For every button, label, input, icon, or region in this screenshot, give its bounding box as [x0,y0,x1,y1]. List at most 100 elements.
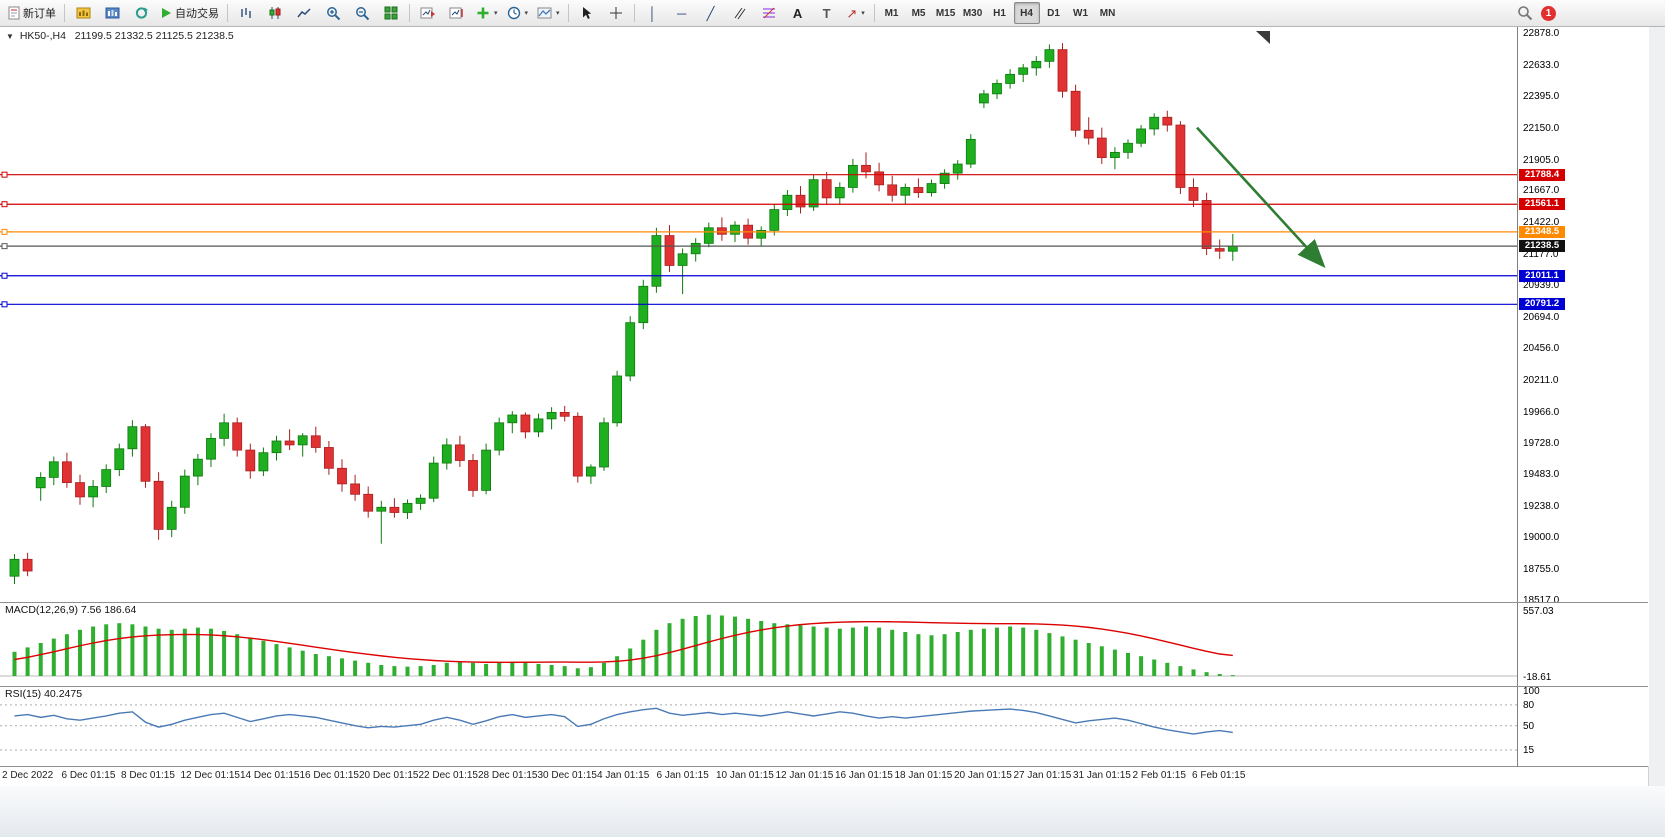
timeframe-MN[interactable]: MN [1099,7,1116,19]
pane-separator[interactable] [0,686,1648,687]
hline-handle[interactable] [1,301,8,308]
tile-windows-icon [384,6,398,20]
cursor-button[interactable] [573,1,601,25]
hline-handle[interactable] [1,228,8,235]
main-price-chart[interactable] [0,27,1517,602]
vertical-line-button[interactable]: │ [639,1,667,25]
macd-pane[interactable] [0,602,1517,686]
timeframe-M15[interactable]: M15 [935,7,956,19]
timeframe-M5[interactable]: M5 [911,7,926,19]
price-axis-label: 19966.0 [1523,406,1560,418]
rsi-line [14,707,1233,735]
label-button[interactable]: T [813,1,841,25]
hline-handle[interactable] [1,272,8,279]
auto-scroll-button[interactable] [414,1,442,25]
rsi-title: RSI(15) 40.2475 [5,688,83,700]
chart-shift-button[interactable] [443,1,471,25]
zoom-in-button[interactable] [319,1,347,25]
shapes-button[interactable]: ↗ ▾ [842,1,870,25]
crosshair-button[interactable] [602,1,630,25]
bar-chart-button[interactable] [232,1,260,25]
price-axis-label: 19728.0 [1523,437,1560,449]
periods-button[interactable]: ▾ [503,1,533,25]
price-axis-label: 22150.0 [1523,122,1560,134]
trendline-button[interactable]: ╱ [697,1,725,25]
symbol-collapse-icon[interactable]: ▼ [6,32,14,41]
toolbar-separator [409,4,410,22]
timeframe-H1[interactable]: H1 [993,7,1006,19]
hline-handle[interactable] [1,201,8,208]
timeframe-W1[interactable]: W1 [1073,7,1089,19]
horizontal-line-button[interactable]: ─ [668,1,696,25]
time-axis-label: 2 Feb 01:15 [1132,770,1186,781]
new-chart-button[interactable] [69,1,97,25]
channel-icon [734,7,745,20]
time-axis-label: 22 Dec 01:15 [418,770,479,781]
timeframe-H4[interactable]: H4 [1013,2,1040,24]
rsi-pane[interactable] [0,686,1517,766]
price-axis[interactable]: 22878.0 22633.0 22395.0 22150.0 21905.0 21667… [1517,27,1649,766]
zoom-out-button[interactable] [348,1,376,25]
time-axis-label: 16 Jan 01:15 [835,770,893,781]
line-chart-button[interactable] [290,1,318,25]
auto-trading-button[interactable]: 自动交易 [156,1,223,25]
timeframe-D1[interactable]: D1 [1047,7,1060,19]
fibonacci-button[interactable] [755,1,783,25]
price-tag-20791.2: 20791.2 [1519,298,1565,311]
trendline-icon: ╱ [706,5,715,21]
time-axis-label: 6 Dec 01:15 [61,770,116,781]
market-watch-button[interactable] [98,1,126,25]
time-axis-label: 12 Dec 01:15 [180,770,241,781]
trend-arrow[interactable] [1196,126,1326,269]
time-axis-label: 6 Jan 01:15 [656,770,709,781]
new-order-button[interactable]: 新订单 [4,1,60,25]
price-axis-label: 21177.0 [1523,249,1559,261]
price-axis-label: 21905.0 [1523,154,1560,166]
price-axis-label: 19000.0 [1523,532,1560,544]
macd-axis-label: 557.03 [1523,606,1554,617]
ohlc-bars-icon [241,8,251,18]
vertical-scrollbar[interactable] [1648,27,1665,786]
price-axis-label: 22878.0 [1523,28,1560,39]
time-axis-label: 18 Jan 01:15 [894,770,953,781]
market-watch-icon [105,7,119,19]
zoom-in-icon [326,6,340,20]
chart-window[interactable]: ▼ HK50-,H4 21199.5 21332.5 21125.5 21238… [0,27,1665,786]
time-axis[interactable]: 2 Dec 2022 6 Dec 01:15 8 Dec 01:15 12 Dec 0… [0,766,1648,786]
time-axis-label: 31 Jan 01:15 [1073,770,1131,781]
text-button[interactable]: A [784,1,812,25]
price-axis-label: 20456.0 [1523,342,1560,354]
price-axis-label: 19483.0 [1523,469,1560,481]
macd-title: MACD(12,26,9) 7.56 186.64 [5,604,137,616]
chevron-down-icon: ▾ [861,10,865,17]
templates-button[interactable]: ▾ [533,1,564,25]
toolbar-separator [227,4,228,22]
macd-axis-label: -18.61 [1523,672,1552,683]
time-axis-label: 27 Jan 01:15 [1013,770,1072,781]
price-axis-label: 18755.0 [1523,564,1560,576]
hline-handle[interactable] [1,171,8,178]
timeframe-M30[interactable]: M30 [962,7,983,19]
price-tag-21348.5: 21348.5 [1519,225,1565,238]
zoom-out-icon [355,6,369,20]
hline-handle[interactable] [1,243,8,250]
price-axis-label: 20694.0 [1523,311,1560,323]
candlestick-chart-button[interactable] [261,1,289,25]
candlestick-icon [269,7,281,19]
indicators-button[interactable]: ▾ [472,1,502,25]
scroll-end-marker[interactable] [1256,31,1270,44]
pane-separator[interactable] [0,602,1648,603]
price-axis-label: 22395.0 [1523,90,1560,102]
new-order-label: 新订单 [23,8,56,20]
price-tag-21238.5: 21238.5 [1519,240,1565,253]
notification-badge[interactable]: 1 [1541,5,1556,21]
indicators-plus-icon [477,7,489,19]
auto-scroll-icon [420,7,435,19]
refresh-button[interactable] [127,1,155,25]
search-icon[interactable] [1517,5,1533,21]
tile-windows-button[interactable] [377,1,405,25]
main-toolbar: 新订单 自动交易 ▾ ▾ [0,0,1665,27]
channel-button[interactable] [726,1,754,25]
timeframe-M1[interactable]: M1 [884,7,899,19]
